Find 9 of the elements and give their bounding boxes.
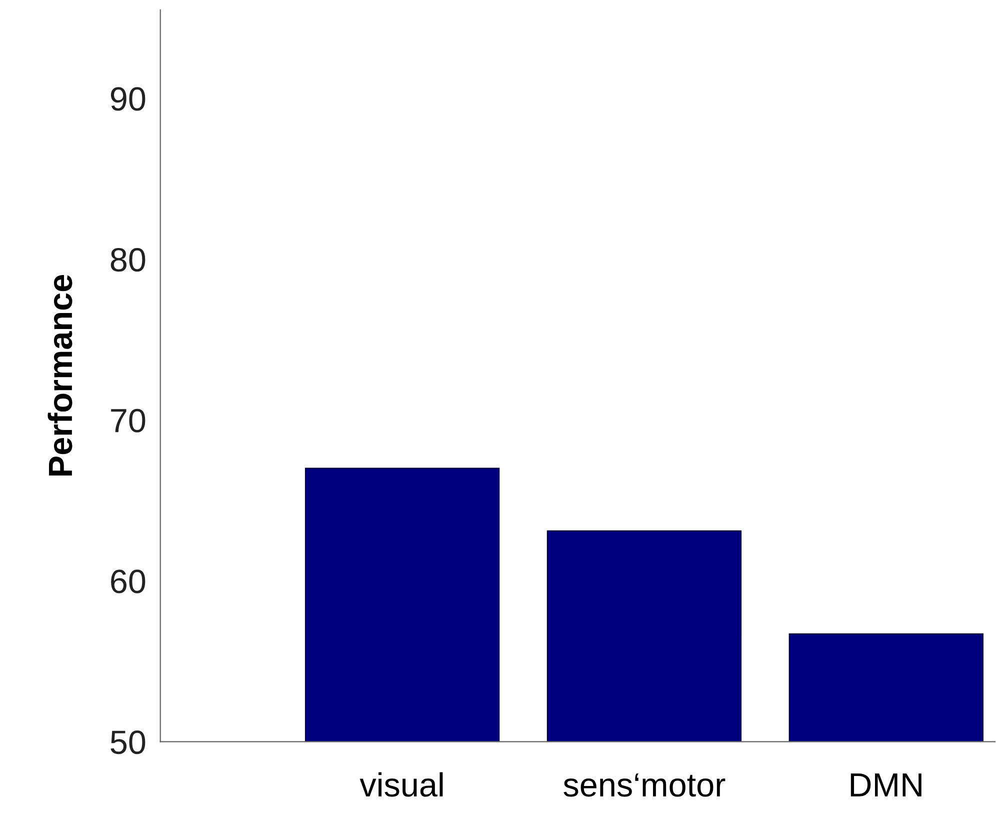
y-axis-title: Performance (48, 275, 72, 476)
y-tick-label: 90 (110, 87, 146, 111)
y-tick-label: 80 (110, 248, 146, 272)
y-tick-label: 70 (111, 408, 146, 432)
y-tick-label: 60 (111, 570, 146, 594)
x-tick-label: DMN (850, 773, 922, 796)
x-tick-label: visual (360, 772, 443, 797)
x-tick-label: sens‘motor (564, 773, 726, 797)
y-tick-label: 50 (110, 730, 146, 754)
